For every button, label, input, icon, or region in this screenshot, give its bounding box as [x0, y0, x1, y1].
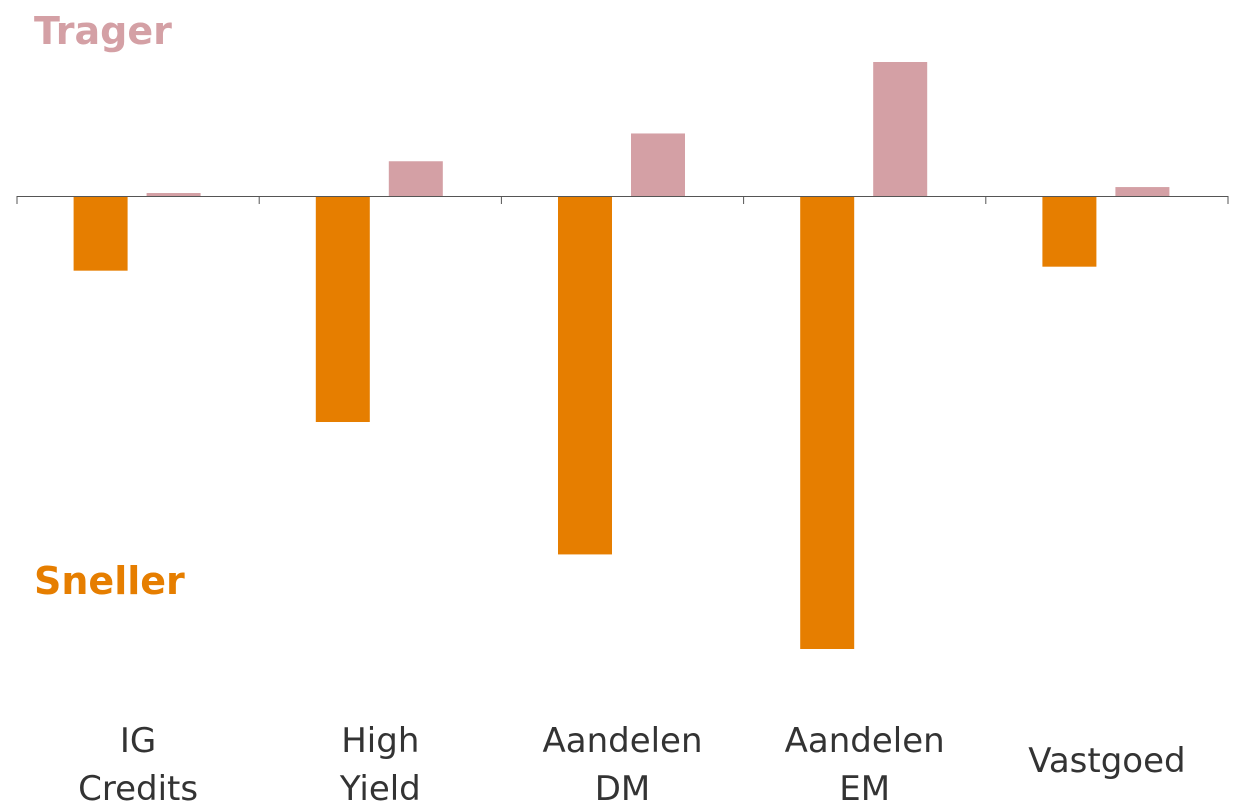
bar-series2-0	[146, 193, 201, 196]
x-axis	[16, 196, 1229, 204]
category-label-4-0: Vastgoed	[1028, 741, 1185, 781]
bars-group	[73, 62, 1170, 649]
bar-series1-2	[558, 196, 612, 555]
category-label-3-0: Aandelen	[785, 721, 945, 761]
category-label-2-0: Aandelen	[542, 721, 702, 761]
category-label-2-1: DM	[595, 769, 651, 807]
category-label-1-0: High	[341, 721, 419, 761]
bar-series1-0	[73, 196, 128, 271]
bar-series2-3	[873, 62, 928, 196]
annotation-sneller: Sneller	[34, 559, 185, 603]
category-label-3-1: EM	[839, 769, 890, 807]
category-labels: IG Credits High Yield Aandelen DM Aandelen EM Va…	[78, 721, 1185, 807]
bar-series1-1	[315, 196, 370, 423]
bar-series1-3	[800, 196, 855, 649]
annotation-trager: Trager	[34, 9, 172, 53]
category-label-1-1: Yield	[339, 769, 421, 807]
category-label-0-1: Credits	[78, 769, 198, 807]
bar-series2-1	[388, 161, 443, 196]
bar-series2-2	[631, 133, 685, 196]
bar-series1-4	[1042, 196, 1097, 267]
category-label-0-0: IG	[120, 721, 156, 761]
bar-series2-4	[1115, 187, 1170, 196]
